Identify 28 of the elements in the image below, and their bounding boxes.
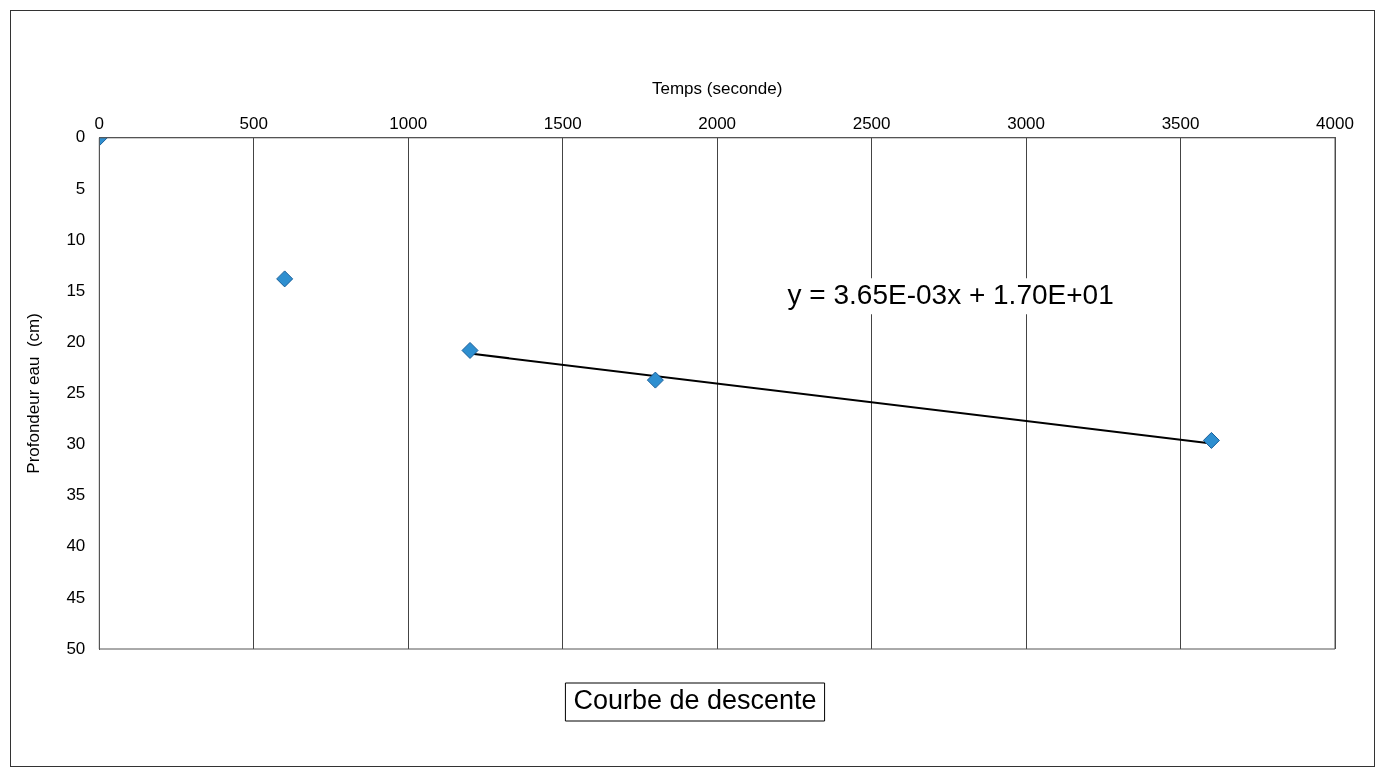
x-tick-label: 1000 — [389, 114, 428, 134]
x-axis-title: Temps (seconde) — [651, 78, 783, 98]
x-tick-label: 0 — [94, 114, 105, 134]
y-tick-label: 0 — [75, 127, 86, 147]
y-tick-label: 45 — [66, 587, 86, 607]
x-tick-label: 4000 — [1316, 114, 1354, 134]
text: Courbe de descente — [573, 685, 817, 716]
annotation: y = 3.65E-03x + 1.70E+01 — [787, 278, 1114, 310]
point — [646, 371, 664, 389]
y-tick-label: 35 — [66, 485, 86, 505]
x-tick-label: 3000 — [1007, 114, 1045, 134]
x-tick-label: 1500 — [543, 114, 582, 134]
x-tick-label: 3500 — [1161, 114, 1200, 134]
x-tick-label: 2500 — [852, 114, 891, 134]
x-tick-label: 2000 — [698, 114, 737, 134]
y-tick-label: 20 — [66, 331, 86, 351]
point — [1202, 431, 1220, 449]
y-tick-label: 5 — [75, 178, 86, 198]
y-tick-label: 50 — [66, 638, 86, 658]
y-tick-label: 40 — [66, 536, 86, 556]
x-tick-label: 500 — [239, 114, 268, 134]
y-tick-label: 25 — [66, 383, 86, 403]
y-tick-label: 15 — [66, 280, 86, 300]
y-axis-title: Profondeur eau (cm) — [23, 313, 43, 474]
point — [276, 270, 294, 288]
y-tick-label: 30 — [66, 434, 86, 454]
point — [461, 341, 479, 359]
y-tick-label: 10 — [66, 229, 86, 249]
